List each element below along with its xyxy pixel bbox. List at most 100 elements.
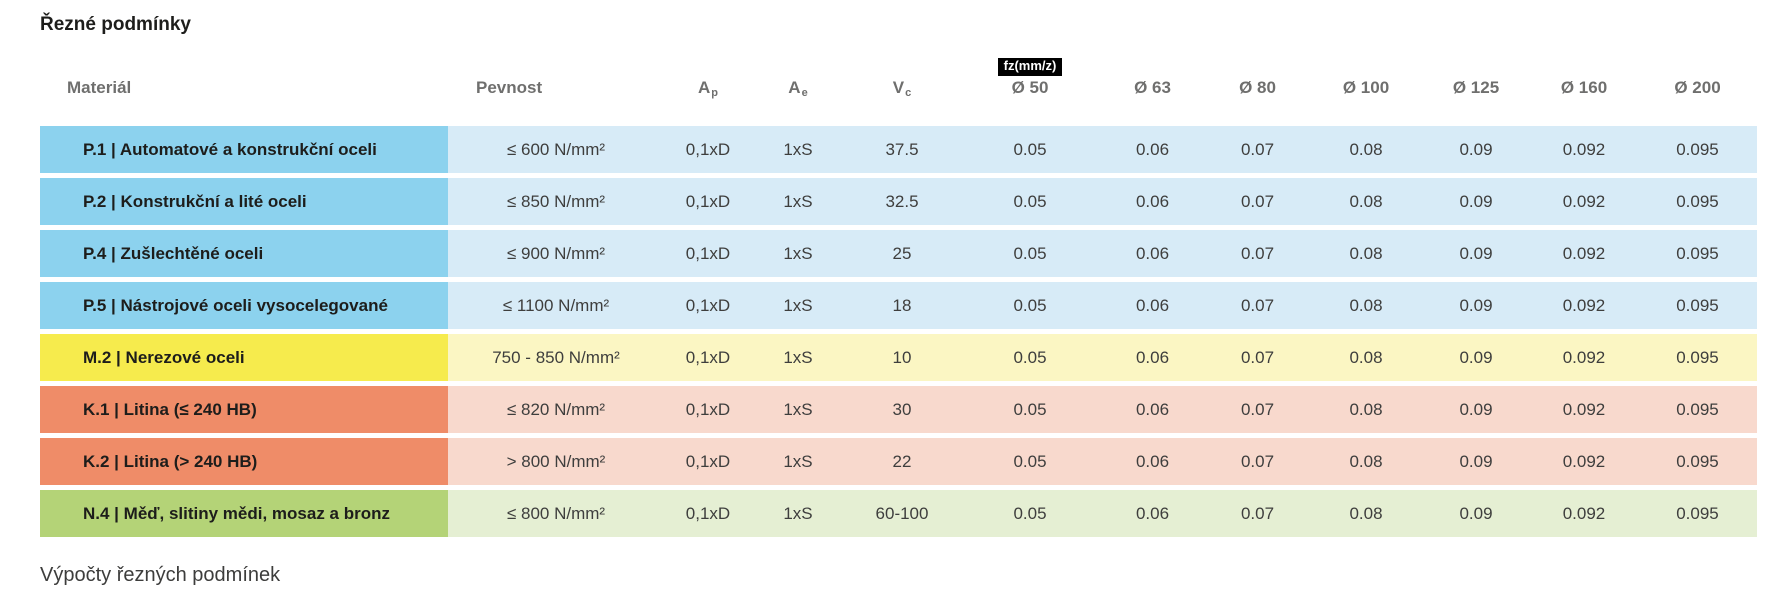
fz-cell: 0.08	[1310, 438, 1422, 485]
col-header-d125: Ø 125	[1452, 78, 1500, 97]
ap-base: A	[697, 78, 711, 97]
fz-cell: 0.092	[1530, 438, 1638, 485]
vc-cell: 18	[844, 282, 960, 329]
fz-cell: 0.07	[1205, 178, 1310, 225]
ap-cell: 0,1xD	[664, 386, 752, 433]
col-header-d100: Ø 100	[1342, 78, 1390, 97]
fz-cell: 0.09	[1422, 126, 1530, 173]
vc-cell: 10	[844, 334, 960, 381]
fz-cell: 0.095	[1638, 230, 1757, 277]
table-row: K.2 | Litina (> 240 HB) > 800 N/mm² 0,1x…	[40, 438, 1757, 485]
fz-cell: 0.06	[1100, 282, 1205, 329]
fz-cell: 0.095	[1638, 178, 1757, 225]
material-cell: P.1 | Automatové a konstrukční oceli	[40, 126, 448, 173]
ap-cell: 0,1xD	[664, 334, 752, 381]
table-row: P.5 | Nástrojové oceli vysocelegované ≤ …	[40, 282, 1757, 329]
table-row: P.1 | Automatové a konstrukční oceli ≤ 6…	[40, 126, 1757, 173]
col-header-d80: Ø 80	[1239, 78, 1276, 97]
table-row: P.2 | Konstrukční a lité oceli ≤ 850 N/m…	[40, 178, 1757, 225]
vc-cell: 32.5	[844, 178, 960, 225]
fz-cell: 0.08	[1310, 282, 1422, 329]
fz-cell: 0.06	[1100, 490, 1205, 537]
material-cell: P.2 | Konstrukční a lité oceli	[40, 178, 448, 225]
material-cell: P.4 | Zušlechtěné oceli	[40, 230, 448, 277]
fz-cell: 0.09	[1422, 334, 1530, 381]
fz-cell: 0.09	[1422, 386, 1530, 433]
vc-cell: 22	[844, 438, 960, 485]
fz-cell: 0.092	[1530, 334, 1638, 381]
fz-cell: 0.09	[1422, 282, 1530, 329]
table-row: K.1 | Litina (≤ 240 HB) ≤ 820 N/mm² 0,1x…	[40, 386, 1757, 433]
fz-cell: 0.092	[1530, 126, 1638, 173]
fz-cell: 0.08	[1310, 178, 1422, 225]
pevnost-cell: > 800 N/mm²	[448, 438, 664, 485]
fz-cell: 0.06	[1100, 386, 1205, 433]
ae-cell: 1xS	[752, 230, 844, 277]
fz-cell: 0.08	[1310, 334, 1422, 381]
col-header-pevnost: Pevnost	[476, 78, 543, 97]
pevnost-cell: ≤ 1100 N/mm²	[448, 282, 664, 329]
col-header-d200: Ø 200	[1674, 78, 1721, 97]
fz-cell: 0.07	[1205, 438, 1310, 485]
fz-cell: 0.092	[1530, 490, 1638, 537]
vc-cell: 25	[844, 230, 960, 277]
section-heading-calculations: Výpočty řezných podmínek	[40, 564, 281, 586]
ae-sub: e	[801, 87, 808, 99]
pevnost-cell: ≤ 850 N/mm²	[448, 178, 664, 225]
ae-cell: 1xS	[752, 282, 844, 329]
ap-cell: 0,1xD	[664, 490, 752, 537]
table-row: N.4 | Měď, slitiny mědi, mosaz a bronz ≤…	[40, 490, 1757, 537]
fz-cell: 0.07	[1205, 126, 1310, 173]
fz-cell: 0.05	[960, 490, 1100, 537]
pevnost-cell: ≤ 800 N/mm²	[448, 490, 664, 537]
fz-cell: 0.07	[1205, 490, 1310, 537]
fz-cell: 0.06	[1100, 178, 1205, 225]
ae-cell: 1xS	[752, 334, 844, 381]
vc-cell: 60-100	[844, 490, 960, 537]
ap-cell: 0,1xD	[664, 282, 752, 329]
ae-cell: 1xS	[752, 126, 844, 173]
fz-cell: 0.09	[1422, 230, 1530, 277]
table-row: P.4 | Zušlechtěné oceli ≤ 900 N/mm² 0,1x…	[40, 230, 1757, 277]
ae-base: A	[788, 78, 801, 97]
fz-cell: 0.06	[1100, 334, 1205, 381]
fz-cell: 0.08	[1310, 490, 1422, 537]
fz-cell: 0.07	[1205, 282, 1310, 329]
ap-cell: 0,1xD	[664, 126, 752, 173]
fz-cell: 0.095	[1638, 438, 1757, 485]
vc-sub: c	[905, 87, 912, 99]
table-row: M.2 | Nerezové oceli 750 - 850 N/mm² 0,1…	[40, 334, 1757, 381]
page-title: Řezné podmínky	[40, 14, 191, 35]
fz-cell: 0.092	[1530, 386, 1638, 433]
material-cell: P.5 | Nástrojové oceli vysocelegované	[40, 282, 448, 329]
fz-cell: 0.05	[960, 230, 1100, 277]
fz-cell: 0.09	[1422, 178, 1530, 225]
fz-cell: 0.092	[1530, 178, 1638, 225]
material-cell: K.1 | Litina (≤ 240 HB)	[40, 386, 448, 433]
fz-cell: 0.09	[1422, 438, 1530, 485]
fz-cell: 0.095	[1638, 282, 1757, 329]
ae-cell: 1xS	[752, 490, 844, 537]
fz-cell: 0.05	[960, 334, 1100, 381]
col-header-material: Materiál	[67, 78, 132, 97]
col-header-d160: Ø 160	[1560, 78, 1608, 97]
col-header-d63: Ø 63	[1134, 78, 1171, 97]
fz-cell: 0.05	[960, 126, 1100, 173]
vc-base: V	[892, 78, 905, 97]
fz-cell: 0.092	[1530, 282, 1638, 329]
material-cell: K.2 | Litina (> 240 HB)	[40, 438, 448, 485]
fz-cell: 0.05	[960, 282, 1100, 329]
fz-cell: 0.095	[1638, 490, 1757, 537]
pevnost-cell: ≤ 600 N/mm²	[448, 126, 664, 173]
ae-cell: 1xS	[752, 386, 844, 433]
fz-cell: 0.05	[960, 438, 1100, 485]
ap-cell: 0,1xD	[664, 230, 752, 277]
fz-cell: 0.07	[1205, 230, 1310, 277]
pevnost-cell: ≤ 900 N/mm²	[448, 230, 664, 277]
